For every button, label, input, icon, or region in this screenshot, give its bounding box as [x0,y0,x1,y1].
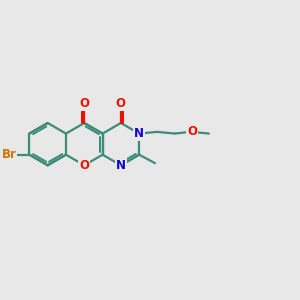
Text: Br: Br [2,148,16,161]
Text: O: O [116,98,126,110]
Text: N: N [116,159,126,172]
Text: O: O [187,125,197,138]
Text: O: O [79,159,89,172]
Text: N: N [134,127,144,140]
Text: O: O [79,98,89,110]
